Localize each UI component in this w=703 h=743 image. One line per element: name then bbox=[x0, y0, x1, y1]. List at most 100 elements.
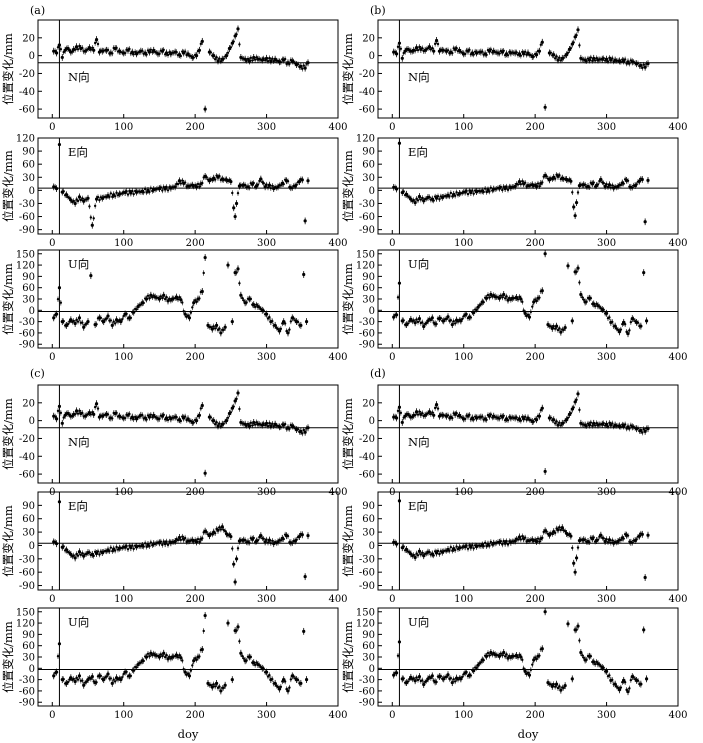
data-point bbox=[488, 190, 491, 193]
data-point bbox=[397, 405, 402, 409]
data-point bbox=[175, 415, 178, 419]
data-point bbox=[179, 419, 183, 423]
data-point bbox=[425, 321, 428, 325]
subplot-5: 0 100 200 300 4001501209060300-30-60-90U向位置变… bbox=[1, 249, 348, 363]
data-point bbox=[412, 198, 415, 202]
data-point bbox=[235, 397, 238, 401]
data-point bbox=[236, 27, 240, 31]
data-point bbox=[465, 312, 468, 316]
y-axis-label: 位置变化/mm bbox=[341, 33, 355, 105]
data-point bbox=[622, 320, 626, 324]
data-point bbox=[428, 550, 431, 554]
data-point bbox=[148, 190, 151, 194]
data-point bbox=[450, 323, 454, 327]
data-point bbox=[82, 325, 86, 329]
data-point bbox=[145, 53, 148, 56]
data-point bbox=[619, 538, 623, 542]
y-axis-label: 位置变化/mm bbox=[341, 150, 355, 222]
data-point bbox=[523, 181, 527, 184]
data-point bbox=[556, 528, 560, 532]
component-label: U向 bbox=[68, 257, 89, 271]
data-point bbox=[626, 690, 630, 694]
data-point bbox=[166, 657, 170, 661]
data-point bbox=[77, 674, 82, 678]
data-point bbox=[476, 663, 480, 667]
data-point bbox=[226, 416, 230, 419]
data-point bbox=[623, 58, 627, 61]
data-point bbox=[526, 313, 530, 316]
data-point bbox=[73, 679, 77, 684]
data-point bbox=[269, 424, 273, 428]
data-point bbox=[553, 531, 557, 535]
data-point bbox=[558, 56, 561, 59]
y-tick-label: 0 bbox=[29, 51, 35, 62]
data-point bbox=[59, 48, 63, 51]
data-point bbox=[455, 411, 458, 415]
data-point bbox=[129, 546, 133, 550]
data-point bbox=[69, 676, 73, 680]
data-point bbox=[79, 198, 83, 202]
data-point bbox=[213, 423, 217, 426]
data-point bbox=[543, 105, 547, 109]
y-axis-label: 位置变化/mm bbox=[1, 621, 15, 693]
data-point bbox=[213, 685, 217, 688]
data-point bbox=[266, 186, 270, 189]
data-point bbox=[197, 413, 202, 417]
data-point bbox=[643, 575, 647, 580]
data-point bbox=[534, 184, 539, 189]
data-point bbox=[288, 427, 291, 431]
data-point bbox=[556, 328, 560, 332]
data-point bbox=[81, 321, 84, 324]
data-point bbox=[469, 674, 473, 677]
data-point bbox=[189, 669, 193, 672]
data-point bbox=[99, 316, 103, 320]
data-point bbox=[111, 417, 114, 420]
data-point bbox=[562, 686, 565, 690]
data-point bbox=[413, 413, 417, 417]
data-point bbox=[448, 195, 451, 198]
data-point bbox=[617, 688, 622, 692]
data-point bbox=[581, 296, 584, 299]
data-point bbox=[76, 678, 80, 681]
data-point bbox=[532, 420, 535, 423]
data-point bbox=[592, 181, 595, 184]
data-point bbox=[57, 142, 62, 147]
data-point bbox=[605, 182, 608, 186]
data-point bbox=[636, 321, 640, 324]
data-point bbox=[394, 52, 399, 56]
data-point bbox=[177, 535, 182, 540]
y-tick-label: -60 bbox=[19, 568, 35, 579]
data-point bbox=[212, 683, 215, 686]
data-point bbox=[224, 419, 229, 423]
data-point bbox=[559, 330, 563, 334]
y-tick-label: 60 bbox=[22, 160, 35, 171]
data-point bbox=[187, 674, 192, 678]
data-point bbox=[123, 51, 127, 55]
data-point bbox=[572, 41, 575, 44]
data-point bbox=[248, 186, 251, 189]
data-point bbox=[94, 38, 99, 42]
data-point bbox=[453, 322, 457, 325]
data-point bbox=[579, 650, 583, 655]
data-point bbox=[644, 319, 649, 323]
data-point bbox=[468, 413, 471, 417]
data-point bbox=[576, 624, 580, 628]
x-tick-label: 200 bbox=[526, 594, 545, 605]
data-point bbox=[604, 669, 609, 673]
data-point bbox=[572, 205, 576, 209]
data-point bbox=[534, 53, 539, 57]
data-point bbox=[142, 191, 145, 194]
data-point bbox=[92, 412, 96, 416]
data-point bbox=[109, 192, 113, 195]
data-point bbox=[303, 575, 307, 579]
panel-label-2: (b) bbox=[370, 4, 386, 17]
y-tick-label: -60 bbox=[19, 470, 35, 481]
data-point bbox=[569, 47, 573, 50]
data-point bbox=[283, 322, 287, 325]
data-point bbox=[245, 59, 248, 63]
data-point bbox=[397, 499, 402, 503]
data-point bbox=[483, 187, 487, 190]
data-point bbox=[446, 673, 450, 677]
data-point bbox=[85, 680, 88, 683]
data-point bbox=[400, 420, 404, 425]
